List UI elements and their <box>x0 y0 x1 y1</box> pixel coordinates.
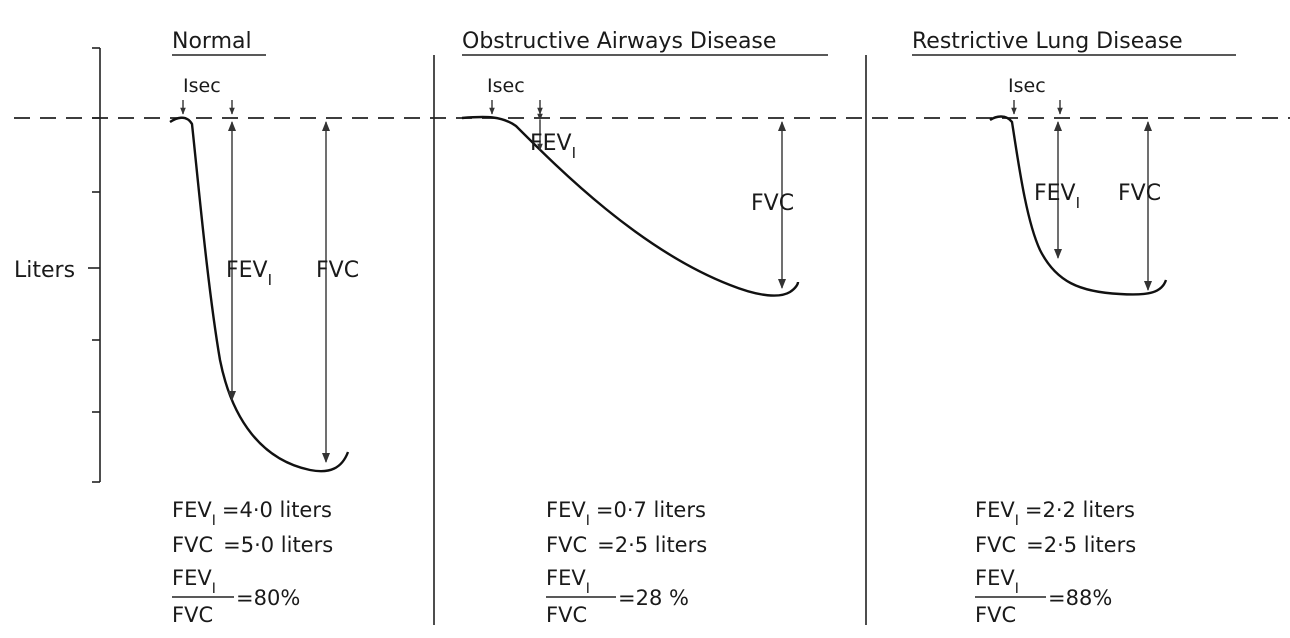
fvc-result: FVC =2·5 liters <box>546 533 707 557</box>
fev1-result: FEVI =0·7 liters <box>546 498 706 529</box>
panel-title: Restrictive Lung Disease <box>912 29 1183 54</box>
one-second-label: Isec <box>183 75 221 97</box>
ratio-numerator: FEVI <box>546 566 590 597</box>
ratio-value: =88% <box>1048 586 1112 610</box>
ratio-denominator: FVC <box>975 603 1016 627</box>
fev1-label: FEVI <box>1034 181 1080 212</box>
ratio-value: =80% <box>236 586 300 610</box>
one-second-label: Isec <box>487 75 525 97</box>
ratio-denominator: FVC <box>172 603 213 627</box>
panel-title: Normal <box>172 29 252 54</box>
fev1-result: FEVI =4·0 liters <box>172 498 332 529</box>
fev1-result: FEVI =2·2 liters <box>975 498 1135 529</box>
fvc-result: FVC =5·0 liters <box>172 533 333 557</box>
panel-obstructive: Obstructive Airways Disease Isec FEVI FV… <box>461 29 828 627</box>
fvc-label: FVC <box>316 258 359 283</box>
ratio-denominator: FVC <box>546 603 587 627</box>
fvc-label: FVC <box>1118 181 1161 206</box>
panel-title: Obstructive Airways Disease <box>462 29 776 54</box>
panel-normal: Normal Isec FEVI FVC FEVI =4·0 liters FVC… <box>169 29 359 627</box>
panel-restrictive: Restrictive Lung Disease Isec FEVI FVC F… <box>912 29 1236 627</box>
one-second-label: Isec <box>1008 75 1046 97</box>
fvc-result: FVC =2·5 liters <box>975 533 1136 557</box>
expiration-curve <box>169 116 350 473</box>
expiration-curve <box>989 115 1168 296</box>
y-axis-label: Liters <box>14 258 75 283</box>
y-axis: Liters <box>14 47 101 483</box>
expiration-curve <box>461 115 800 297</box>
fvc-label: FVC <box>751 191 794 216</box>
ratio-numerator: FEVI <box>172 566 216 597</box>
fev1-label: FEVI <box>530 131 576 162</box>
ratio-numerator: FEVI <box>975 566 1019 597</box>
ratio-value: =28 % <box>618 586 689 610</box>
fev1-label: FEVI <box>226 258 272 289</box>
